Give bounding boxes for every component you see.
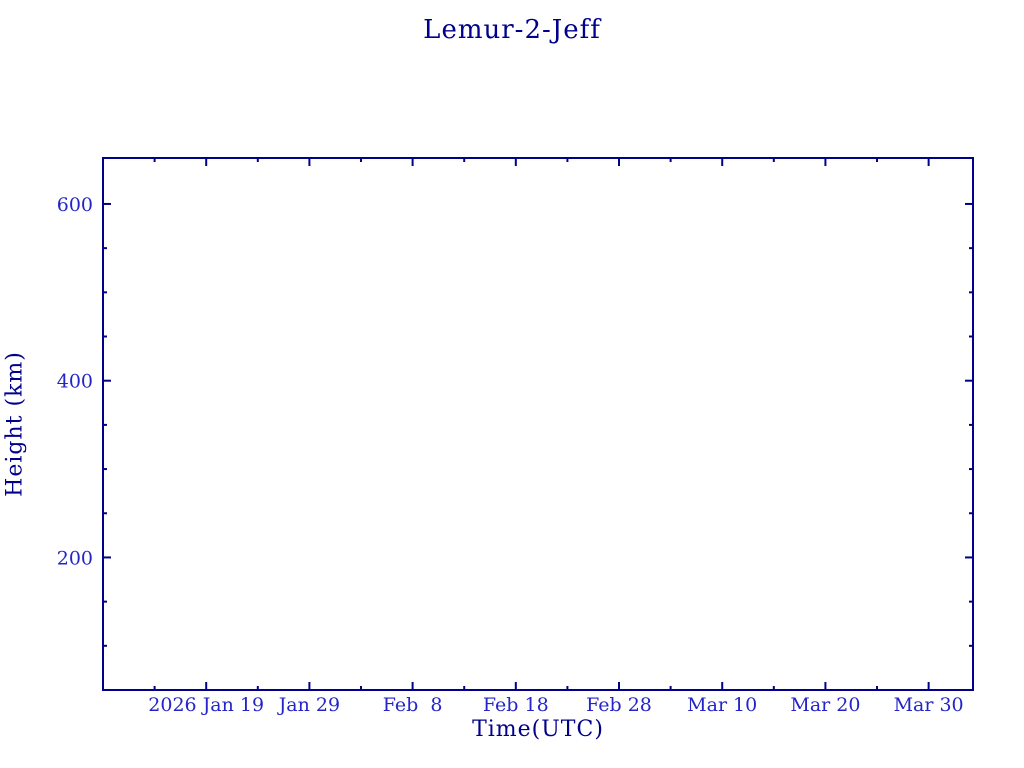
y-tick-label: 200 [57, 547, 93, 569]
chart-title: Lemur-2-Jeff [423, 15, 601, 45]
x-tick-label: 2026 Jan 19 [148, 694, 264, 716]
y-tick-label: 600 [57, 194, 93, 216]
x-tick-label: Feb 28 [586, 694, 652, 716]
plot-frame [102, 157, 974, 691]
y-tick-label: 400 [57, 371, 93, 393]
x-tick-label: Jan 29 [277, 694, 340, 716]
x-tick-label: Mar 20 [790, 694, 860, 716]
x-tick-label: Feb 8 [383, 694, 443, 716]
x-axis-title: Time(UTC) [472, 717, 604, 742]
x-tick-label: Mar 30 [894, 694, 964, 716]
x-tick-label: Feb 18 [483, 694, 549, 716]
x-tick-label: Mar 10 [687, 694, 757, 716]
